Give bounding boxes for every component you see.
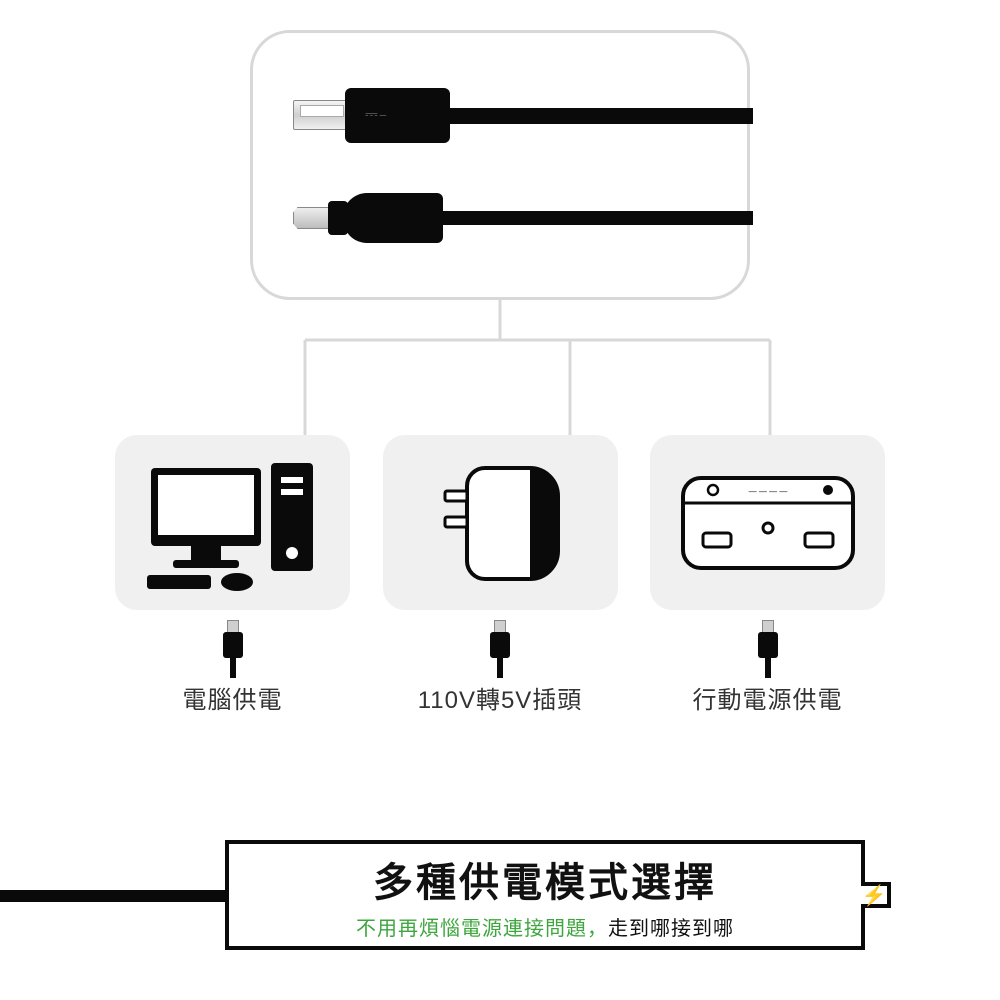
usb-plug-icon bbox=[223, 620, 243, 670]
banner-box: 多種供電模式選擇 不用再煩惱電源連接問題，走到哪接到哪 bbox=[225, 840, 865, 950]
power-options-row: 電腦供電 110V轉5V插頭 — bbox=[115, 435, 885, 695]
battery-terminal: ⚡ bbox=[861, 882, 891, 908]
svg-text:— — — —: — — — — bbox=[748, 487, 787, 496]
usb-plug-icon bbox=[490, 620, 510, 670]
power-bank-icon: — — — — bbox=[673, 463, 863, 583]
computer-icon bbox=[143, 453, 323, 593]
banner-sub-green: 不用再煩惱電源連接問題， bbox=[356, 918, 608, 940]
banner-title: 多種供電模式選擇 bbox=[373, 850, 717, 908]
usb-plug-icon bbox=[758, 620, 778, 670]
option-wall-plug: 110V轉5V插頭 bbox=[383, 435, 618, 695]
wall-plug-icon bbox=[435, 453, 565, 593]
banner-cable-line bbox=[0, 890, 225, 902]
usb-cable-illustration: ⎓⎯ bbox=[250, 30, 750, 300]
banner-subtitle: 不用再煩惱電源連接問題，走到哪接到哪 bbox=[356, 912, 734, 941]
lightning-icon: ⚡ bbox=[862, 883, 887, 908]
option-label: 電腦供電 bbox=[115, 680, 350, 715]
micro-usb-connector bbox=[293, 193, 713, 243]
usb-logo-icon: ⎓⎯ bbox=[365, 106, 388, 124]
banner-sub-black: 走到哪接到哪 bbox=[608, 918, 734, 940]
option-power-bank: — — — — 行動電源供電 bbox=[650, 435, 885, 695]
usb-a-connector: ⎓⎯ bbox=[293, 88, 713, 143]
connector-lines bbox=[190, 280, 810, 440]
banner-battery: 多種供電模式選擇 不用再煩惱電源連接問題，走到哪接到哪 ⚡ bbox=[0, 840, 1000, 950]
option-computer: 電腦供電 bbox=[115, 435, 350, 695]
option-label: 110V轉5V插頭 bbox=[383, 680, 618, 715]
option-label: 行動電源供電 bbox=[650, 680, 885, 715]
